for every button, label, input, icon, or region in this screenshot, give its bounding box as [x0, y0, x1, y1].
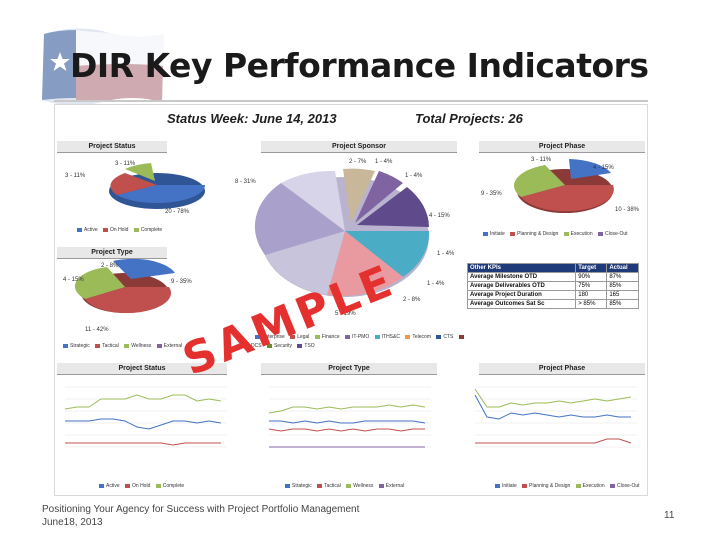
- table-row: Average Outcomes Sat Sc > 85% 85%: [466, 299, 639, 309]
- pie-label: 1 - 4%: [437, 251, 455, 257]
- star-icon: [50, 52, 70, 71]
- table-row: Average Milestone OTD 90% 87%: [466, 272, 639, 282]
- table-header-row: Other KPIs Target Actual: [466, 263, 639, 273]
- pie-label: 3 - 11%: [65, 173, 86, 179]
- pie-label: 2 - 7%: [349, 159, 367, 165]
- footer-text: Positioning Your Agency for Success with…: [42, 504, 360, 515]
- table-cell: Average Outcomes Sat Sc: [466, 299, 577, 309]
- table-cell: > 85%: [575, 299, 608, 309]
- pie-label: 1 - 4%: [405, 173, 423, 179]
- texas-flag-logo: [42, 28, 164, 106]
- pie-project-type: 2 - 8% 4 - 15% 9 - 35% 11 - 42%: [63, 258, 192, 333]
- panel-title-project-type: Project Type: [57, 247, 167, 259]
- table-cell: 165: [606, 290, 639, 300]
- pie-label: 9 - 35%: [171, 279, 192, 285]
- table-cell: Average Deliverables OTD: [466, 281, 577, 291]
- panel-title-trend-phase: Project Phase: [479, 363, 645, 375]
- total-projects: Total Projects: 26: [415, 111, 523, 126]
- pie-label: 2 - 8%: [403, 297, 421, 303]
- table-row: Average Deliverables OTD 75% 85%: [466, 281, 639, 291]
- panel-title-trend-type: Project Type: [261, 363, 437, 375]
- table-cell: 85%: [606, 299, 639, 309]
- panel-title-project-status: Project Status: [57, 141, 167, 153]
- phase-legend: Initiate Planning & Design Execution Clo…: [479, 231, 628, 237]
- trend-chart-phase: [467, 377, 647, 483]
- pie-label: 3 - 11%: [531, 157, 552, 163]
- slide-title: DIR Key Performance Indicators: [70, 46, 649, 85]
- panel-title-project-phase: Project Phase: [479, 141, 645, 153]
- table-row: Average Project Duration 180 165: [466, 290, 639, 300]
- pie-label: 9 - 35%: [481, 191, 502, 197]
- pie-label: 4 - 15%: [593, 165, 614, 171]
- table-cell: 180: [575, 290, 608, 300]
- pie-project-sponsor: 2 - 7% 1 - 4% 1 - 4% 8 - 31% 4 - 15% 1 -…: [235, 159, 455, 317]
- trend-chart-status: [57, 377, 235, 483]
- pie-label: 3 - 11%: [115, 161, 136, 167]
- trend-status-legend: Active On Hold Complete: [95, 483, 184, 489]
- panel-title-project-sponsor: Project Sponsor: [261, 141, 457, 153]
- pie-project-phase: 3 - 11% 4 - 15% 9 - 35% 10 - 38%: [481, 157, 640, 213]
- pie-label: 4 - 15%: [429, 213, 450, 219]
- trend-chart-type: [261, 377, 439, 483]
- pie-project-status: 3 - 11% 3 - 11% 20 - 78%: [65, 161, 206, 215]
- trend-type-legend: Strategic Tactical Wellness External: [281, 483, 404, 489]
- table-header: Other KPIs: [466, 263, 577, 273]
- pie-label: 1 - 4%: [375, 159, 393, 165]
- status-legend: Active On Hold Complete: [73, 227, 162, 233]
- pie-label: 1 - 4%: [427, 281, 445, 287]
- pie-label: 4 - 15%: [63, 277, 84, 283]
- panel-title-trend-status: Project Status: [57, 363, 227, 375]
- status-week: Status Week: June 14, 2013: [167, 111, 337, 126]
- table-cell: 90%: [575, 272, 608, 282]
- pie-label: 11 - 42%: [85, 327, 109, 333]
- type-legend: Strategic Tactical Wellness External: [59, 343, 182, 349]
- footer-date: June18, 2013: [42, 517, 103, 528]
- pie-label: 20 - 78%: [165, 209, 190, 215]
- pie-label: 10 - 38%: [615, 207, 640, 213]
- table-header: Target: [575, 263, 608, 273]
- table-cell: 75%: [575, 281, 608, 291]
- kpi-dashboard-image: Status Week: June 14, 2013 Total Project…: [54, 104, 648, 496]
- table-header: Actual: [606, 263, 639, 273]
- pie-label: 2 - 8%: [101, 263, 119, 269]
- dashboard-header: Status Week: June 14, 2013 Total Project…: [55, 105, 647, 133]
- sponsor-legend: Enterprise Legal Finance IT-PMO ITHS&C T…: [251, 333, 471, 351]
- page-number: 11: [664, 510, 675, 521]
- slide-footer: Positioning Your Agency for Success with…: [42, 503, 359, 529]
- table-cell: Average Milestone OTD: [466, 272, 577, 282]
- pie-label: 8 - 31%: [235, 179, 256, 185]
- table-cell: 85%: [606, 281, 639, 291]
- other-kpis-table: Other KPIs Target Actual Average Milesto…: [466, 263, 639, 309]
- table-cell: 87%: [606, 272, 639, 282]
- trend-phase-legend: Initiate Planning & Design Execution Clo…: [491, 483, 640, 489]
- pie-label: 5 - 19%: [335, 311, 356, 317]
- table-cell: Average Project Duration: [466, 290, 577, 300]
- title-divider: [54, 100, 648, 102]
